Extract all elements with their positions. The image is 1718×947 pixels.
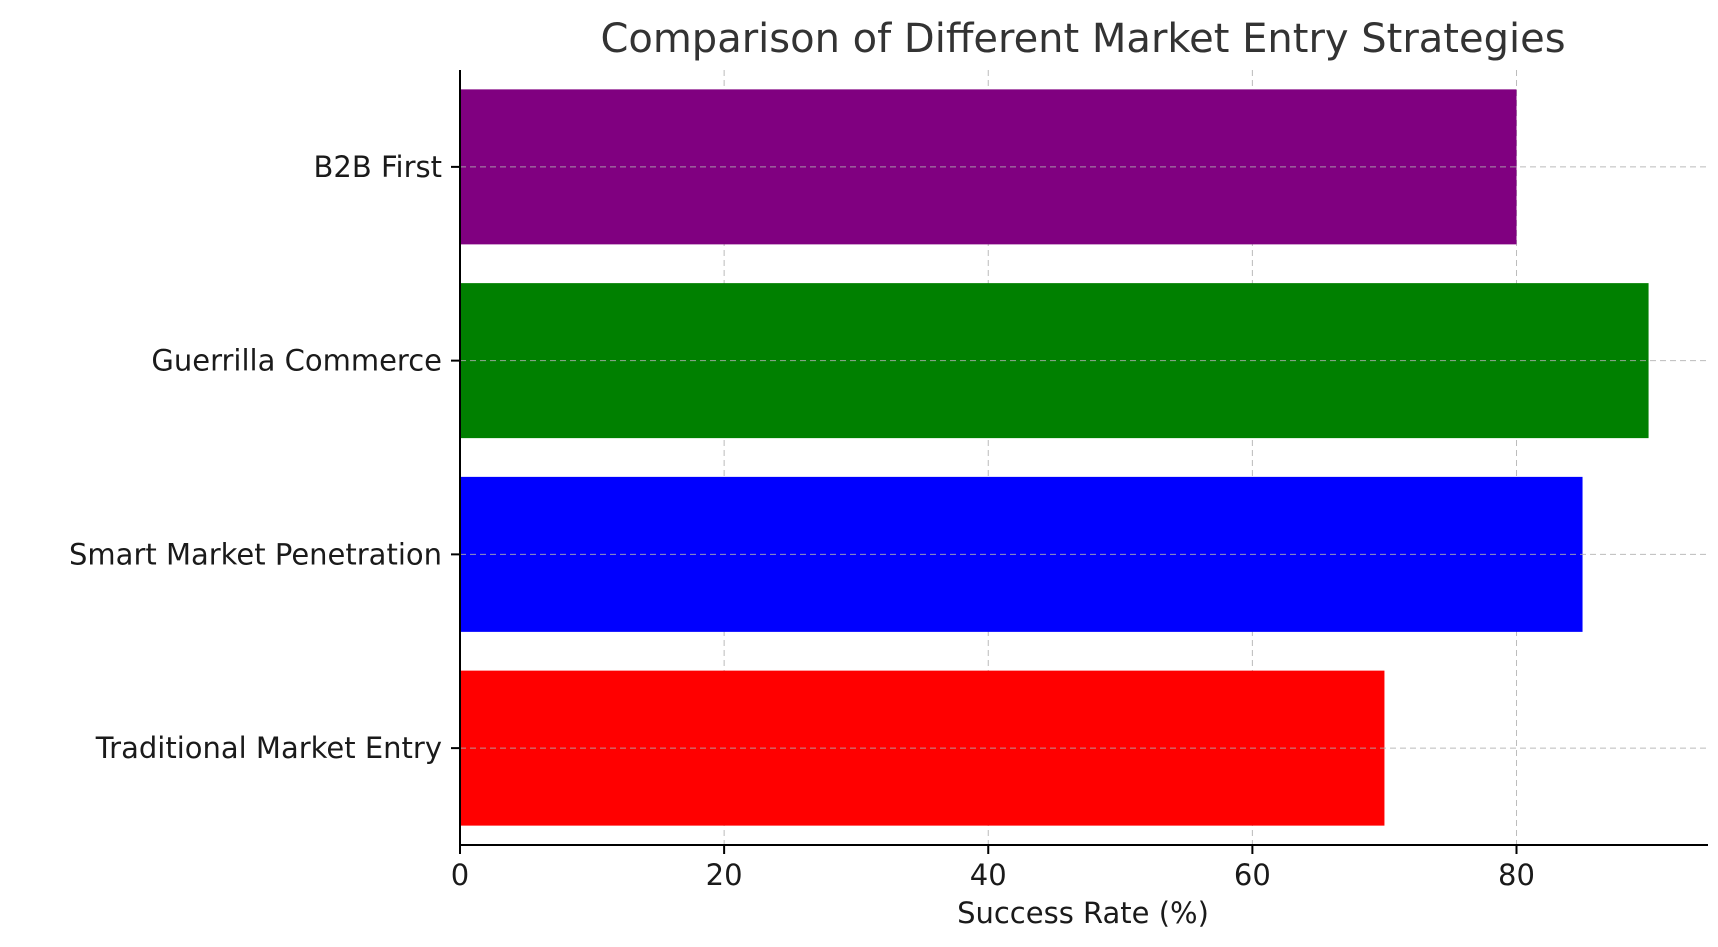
- x-tick-label: 80: [1498, 858, 1535, 892]
- x-tick-label: 0: [451, 858, 469, 892]
- axes-layer: [459, 70, 1708, 846]
- y-tick-label: Traditional Market Entry: [95, 731, 442, 765]
- y-tick-label: Smart Market Penetration: [69, 537, 442, 571]
- bar-b2b-first: [460, 89, 1517, 245]
- x-tick-label: 60: [1234, 858, 1271, 892]
- category-grid-layer: [460, 166, 1708, 749]
- y-tick-label: B2B First: [314, 150, 443, 184]
- y-tick-label: Guerrilla Commerce: [151, 344, 442, 378]
- bars-layer: [460, 89, 1649, 826]
- x-tick-label: 40: [970, 858, 1007, 892]
- x-axis-label: Success Rate (%): [957, 896, 1209, 930]
- ticks-layer: 0 20 40 60 80 Traditional Market Entry Smart M…: [69, 150, 1535, 892]
- x-tick-label: 20: [706, 858, 743, 892]
- chart-title: Comparison of Different Market Entry Str…: [600, 16, 1565, 62]
